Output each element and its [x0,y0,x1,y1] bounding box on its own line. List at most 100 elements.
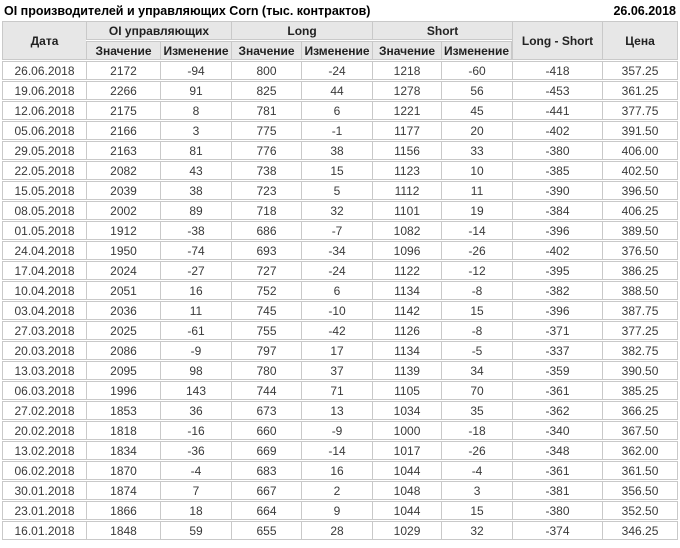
long-value-cell: 683 [231,461,302,480]
table-row: 12.06.2018 2175 8 781 6 1221 45 -441 377.75 [2,101,679,120]
price-cell: 346.25 [602,521,679,540]
short-change-cell: 11 [441,181,513,200]
long-value-cell: 775 [231,121,302,140]
short-change-cell: 20 [441,121,513,140]
oi-value-cell: 1870 [86,461,160,480]
long-short-cell: -390 [512,181,603,200]
long-change-cell: 2 [301,481,373,500]
long-short-cell: -402 [512,121,603,140]
long-value-cell: 667 [231,481,302,500]
oi-value-cell: 1996 [86,381,160,400]
short-change-cell: 32 [441,521,513,540]
long-change-cell: 28 [301,521,373,540]
oi-value-cell: 2039 [86,181,160,200]
long-value-cell: 686 [231,221,302,240]
date-cell: 16.01.2018 [2,521,86,540]
oi-value-cell: 2051 [86,281,160,300]
oi-change-cell: 16 [160,281,232,300]
long-short-cell: -418 [512,61,603,80]
date-cell: 22.05.2018 [2,161,86,180]
price-cell: 406.25 [602,201,679,220]
date-cell: 24.04.2018 [2,241,86,260]
long-value-cell: 744 [231,381,302,400]
long-short-cell: -382 [512,281,603,300]
long-value-cell: 664 [231,501,302,520]
price-cell: 402.50 [602,161,679,180]
oi-change-cell: 7 [160,481,232,500]
long-value-cell: 797 [231,341,302,360]
table-row: 30.01.2018 1874 7 667 2 1048 3 -381 356.50 [2,481,679,500]
short-value-cell: 1218 [372,61,442,80]
short-value-cell: 1221 [372,101,442,120]
long-value-cell: 673 [231,401,302,420]
short-change-cell: 3 [441,481,513,500]
long-change-cell: 16 [301,461,373,480]
table-row: 20.02.2018 1818 -16 660 -9 1000 -18 -340 367.50 [2,421,679,440]
oi-change-cell: -94 [160,61,232,80]
long-change-cell: 17 [301,341,373,360]
price-cell: 361.25 [602,81,679,100]
oi-change-cell: 3 [160,121,232,140]
date-cell: 20.03.2018 [2,341,86,360]
long-change-cell: 71 [301,381,373,400]
long-change-cell: 37 [301,361,373,380]
date-cell: 19.06.2018 [2,81,86,100]
long-change-cell: -34 [301,241,373,260]
oi-value-cell: 1834 [86,441,160,460]
long-change-cell: 32 [301,201,373,220]
date-cell: 27.03.2018 [2,321,86,340]
col-header-price: Цена [602,21,679,60]
table-row: 17.04.2018 2024 -27 727 -24 1122 -12 -395 386.25 [2,261,679,280]
table-row: 20.03.2018 2086 -9 797 17 1134 -5 -337 382.75 [2,341,679,360]
long-change-cell: 9 [301,501,373,520]
date-cell: 15.05.2018 [2,181,86,200]
title-bar: OI производителей и управляющих Corn (ты… [0,0,680,20]
long-value-cell: 718 [231,201,302,220]
price-cell: 376.50 [602,241,679,260]
price-cell: 377.75 [602,101,679,120]
table-row: 08.05.2018 2002 89 718 32 1101 19 -384 406.25 [2,201,679,220]
long-change-cell: 5 [301,181,373,200]
long-change-cell: -1 [301,121,373,140]
price-cell: 352.50 [602,501,679,520]
price-cell: 357.25 [602,61,679,80]
col-header-long-short: Long - Short [512,21,603,60]
table-row: 13.03.2018 2095 98 780 37 1139 34 -359 390.50 [2,361,679,380]
table-row: 22.05.2018 2082 43 738 15 1123 10 -385 402.50 [2,161,679,180]
price-cell: 386.25 [602,261,679,280]
short-value-cell: 1034 [372,401,442,420]
long-value-cell: 755 [231,321,302,340]
table-header: Дата OI управляющих Long Short Long - Sh… [2,21,679,60]
oi-change-cell: 143 [160,381,232,400]
oi-value-cell: 2095 [86,361,160,380]
long-short-cell: -453 [512,81,603,100]
col-header-oi-value: Значение [86,41,160,60]
long-change-cell: 6 [301,101,373,120]
col-header-short-group: Short [372,21,513,40]
table-row: 10.04.2018 2051 16 752 6 1134 -8 -382 388.50 [2,281,679,300]
table-row: 23.01.2018 1866 18 664 9 1044 15 -380 352.50 [2,501,679,520]
short-change-cell: -8 [441,321,513,340]
short-change-cell: 34 [441,361,513,380]
long-value-cell: 655 [231,521,302,540]
short-value-cell: 1101 [372,201,442,220]
price-cell: 388.50 [602,281,679,300]
price-cell: 387.75 [602,301,679,320]
date-cell: 05.06.2018 [2,121,86,140]
oi-change-cell: 43 [160,161,232,180]
table-row: 15.05.2018 2039 38 723 5 1112 11 -390 396.50 [2,181,679,200]
short-value-cell: 1017 [372,441,442,460]
long-change-cell: 38 [301,141,373,160]
short-value-cell: 1082 [372,221,442,240]
oi-value-cell: 1950 [86,241,160,260]
table-body: 26.06.2018 2172 -94 800 -24 1218 -60 -418 357.25… [2,61,679,540]
table-row: 06.02.2018 1870 -4 683 16 1044 -4 -361 361.50 [2,461,679,480]
short-change-cell: -5 [441,341,513,360]
long-value-cell: 781 [231,101,302,120]
long-value-cell: 669 [231,441,302,460]
oi-change-cell: 38 [160,181,232,200]
short-value-cell: 1177 [372,121,442,140]
long-change-cell: -10 [301,301,373,320]
oi-value-cell: 2166 [86,121,160,140]
